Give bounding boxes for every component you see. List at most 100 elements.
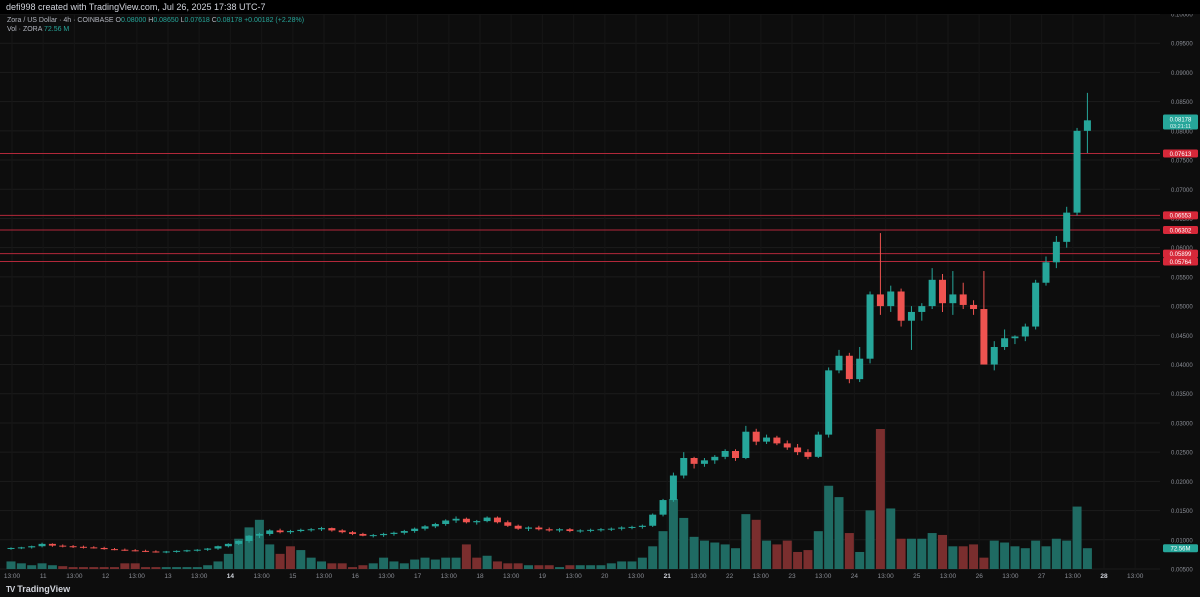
time-tick-label: 18: [476, 573, 484, 580]
volume-bar: [648, 546, 658, 569]
chart-area[interactable]: 0.10000 0.09500 0.09000 0.08500 0.08000 0.075…: [0, 13, 1200, 583]
time-tick-label: 22: [726, 573, 734, 580]
volume-tag-bg: [1163, 544, 1198, 553]
volume-bar: [741, 514, 751, 569]
close-label: C: [211, 17, 217, 24]
price-axis[interactable]: 0.10000 0.09500 0.09000 0.08500 0.08000 0.075…: [1171, 13, 1193, 574]
candle-body: [100, 547, 108, 550]
volume-bar: [306, 557, 316, 569]
volume-bar: [1010, 546, 1020, 569]
candle-body: [7, 547, 15, 549]
volume-bar: [855, 551, 865, 569]
time-tick-label: 13:00: [1065, 573, 1082, 580]
time-tick-label: 13:00: [316, 573, 333, 580]
volume-bar: [534, 565, 544, 569]
candle-body: [514, 525, 522, 529]
candle-body: [69, 546, 77, 548]
volume-bar: [296, 550, 306, 569]
time-tick-label: 20: [601, 573, 609, 580]
candle-body: [814, 434, 822, 457]
volume-bar: [824, 485, 834, 569]
candle-body: [318, 528, 325, 530]
volume-bar: [586, 565, 596, 569]
level-price-label-bg: [1163, 226, 1198, 235]
candle-body: [804, 452, 812, 457]
level-price-label: 0.07613: [1170, 152, 1192, 158]
candle-body: [628, 526, 636, 528]
candle-body: [607, 528, 615, 530]
candle-body: [866, 294, 874, 359]
candle-body: [297, 529, 305, 532]
volume-bar: [68, 567, 78, 569]
candle-body: [452, 518, 460, 521]
candle-body: [732, 450, 739, 458]
volume-tag-label: 72.56M: [1170, 546, 1190, 552]
candle-body: [711, 456, 719, 461]
volume-bar: [389, 561, 399, 569]
volume-bar: [99, 567, 109, 569]
volume-bar: [555, 567, 565, 569]
volume-bar: [513, 563, 523, 569]
candle-body: [48, 543, 56, 546]
chart-legend: Zora / US Dollar · 4h · COINBASE O0.0800…: [7, 16, 304, 34]
horizontal-levels[interactable]: [0, 152, 1160, 262]
volume-bar: [120, 563, 130, 569]
level-price-label: 0.06553: [1170, 214, 1192, 220]
level-price-label-bg: [1163, 149, 1198, 158]
candle-body: [794, 447, 802, 453]
candle-body: [576, 530, 584, 532]
volume-bar: [886, 508, 896, 569]
brand-name: TradingView: [17, 584, 71, 594]
candle-body: [90, 547, 98, 549]
volume-bar: [78, 567, 88, 569]
price-tick-label: 0.09000: [1171, 71, 1193, 77]
volume-bar: [482, 555, 492, 569]
volume-bar: [544, 565, 554, 569]
volume-bar: [441, 557, 451, 569]
candle-body: [659, 500, 667, 515]
volume-bar: [1000, 542, 1010, 569]
change-value: +0.00182 (+2.28%): [244, 17, 305, 24]
candle-body: [825, 370, 833, 435]
candle-body: [918, 306, 926, 312]
candle-body: [493, 517, 501, 523]
time-axis[interactable]: 13:00 11 13:00 12 13:00 13 13:00 14 13:00 15 13:00…: [4, 573, 1144, 580]
volume-bar: [420, 557, 430, 569]
volume-label[interactable]: Vol · ZORA: [7, 26, 43, 33]
symbol-title[interactable]: Zora / US Dollar · 4h · COINBASE: [7, 17, 114, 24]
volume-bar: [172, 567, 182, 569]
candle-body: [773, 437, 781, 444]
time-tick-label: 28: [1100, 573, 1108, 580]
volume-bar: [410, 559, 420, 569]
time-tick-label: 13:00: [66, 573, 83, 580]
candle-body: [638, 525, 646, 527]
volume-bar: [130, 563, 140, 569]
candle-body: [783, 443, 791, 448]
time-tick-label: 13:00: [690, 573, 707, 580]
price-tick-label: 0.03500: [1171, 392, 1193, 398]
volume-bar: [399, 563, 409, 569]
candle-body: [980, 309, 988, 365]
price-tick-label: 0.02000: [1171, 480, 1193, 486]
volume-bar: [865, 510, 875, 569]
candles: [7, 92, 1091, 554]
volume-bar: [1041, 546, 1051, 569]
candlestick-chart[interactable]: 0.10000 0.09500 0.09000 0.08500 0.08000 0.075…: [0, 13, 1200, 583]
time-tick-label: 13:00: [1127, 573, 1144, 580]
candle-body: [566, 529, 574, 532]
candle-body: [173, 550, 181, 552]
grid: [0, 13, 1160, 570]
volume-bar: [627, 561, 637, 569]
volume-bar: [1072, 506, 1082, 569]
volume-bar: [1051, 538, 1061, 569]
tradingview-brand[interactable]: TV TradingView: [6, 584, 70, 594]
time-tick-label: 13:00: [441, 573, 458, 580]
volume-bar: [37, 563, 47, 569]
candle-body: [928, 279, 936, 307]
price-tick-label: 0.02500: [1171, 451, 1193, 457]
candle-body: [1063, 212, 1071, 242]
ohlc-row: Zora / US Dollar · 4h · COINBASE O0.0800…: [7, 16, 304, 25]
time-tick-label: 13:00: [129, 573, 146, 580]
time-tick-label: 13:00: [940, 573, 957, 580]
volume-bar: [679, 517, 689, 569]
